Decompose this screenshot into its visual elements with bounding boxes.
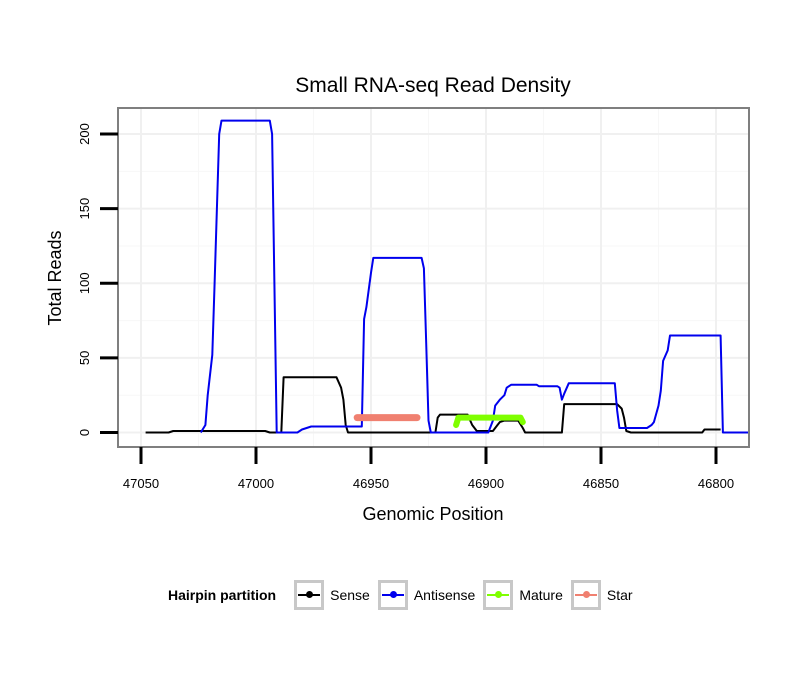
x-tick-label: 46850 — [583, 476, 619, 491]
axes: 47050 47000 46950 46900 46850 46800 0 50 100 150 2… — [77, 123, 734, 491]
legend-title: Hairpin partition — [168, 587, 277, 603]
legend-label-mature: Mature — [519, 587, 563, 603]
legend-label-sense: Sense — [330, 587, 370, 603]
legend-item-star: Star — [570, 580, 633, 610]
y-axis-label: Total Reads — [45, 230, 65, 325]
grid — [118, 108, 749, 447]
legend-item-mature: Mature — [483, 580, 563, 610]
x-tick-label: 46800 — [698, 476, 734, 491]
legend-label-star: Star — [606, 587, 633, 603]
legend-key-sense — [294, 580, 325, 610]
y-tick-label: 0 — [77, 429, 92, 436]
x-axis-label: Genomic Position — [362, 504, 503, 524]
series-line-sense — [145, 376, 721, 434]
y-tick-label: 200 — [77, 123, 92, 145]
y-tick-label: 150 — [77, 198, 92, 220]
x-tick-label: 46900 — [468, 476, 504, 491]
y-tick-label: 50 — [77, 351, 92, 365]
y-tick-label: 100 — [77, 272, 92, 294]
chart-title: Small RNA-seq Read Density — [295, 74, 571, 97]
legend-item-sense: Sense — [294, 580, 370, 610]
series-line-mature — [453, 414, 526, 428]
legend: Hairpin partition Sense Antisense Mature… — [168, 580, 641, 610]
series-layer — [145, 119, 749, 434]
legend-key-antisense — [377, 580, 408, 610]
x-tick-label: 46950 — [353, 476, 389, 491]
plot-background — [118, 108, 749, 447]
legend-item-antisense: Antisense — [377, 580, 476, 610]
legend-key-mature — [483, 580, 514, 610]
plot-border — [117, 107, 750, 448]
x-tick-label: 47050 — [123, 476, 159, 491]
legend-label-antisense: Antisense — [413, 587, 476, 603]
x-tick-label: 47000 — [238, 476, 274, 491]
legend-key-star — [570, 580, 601, 610]
